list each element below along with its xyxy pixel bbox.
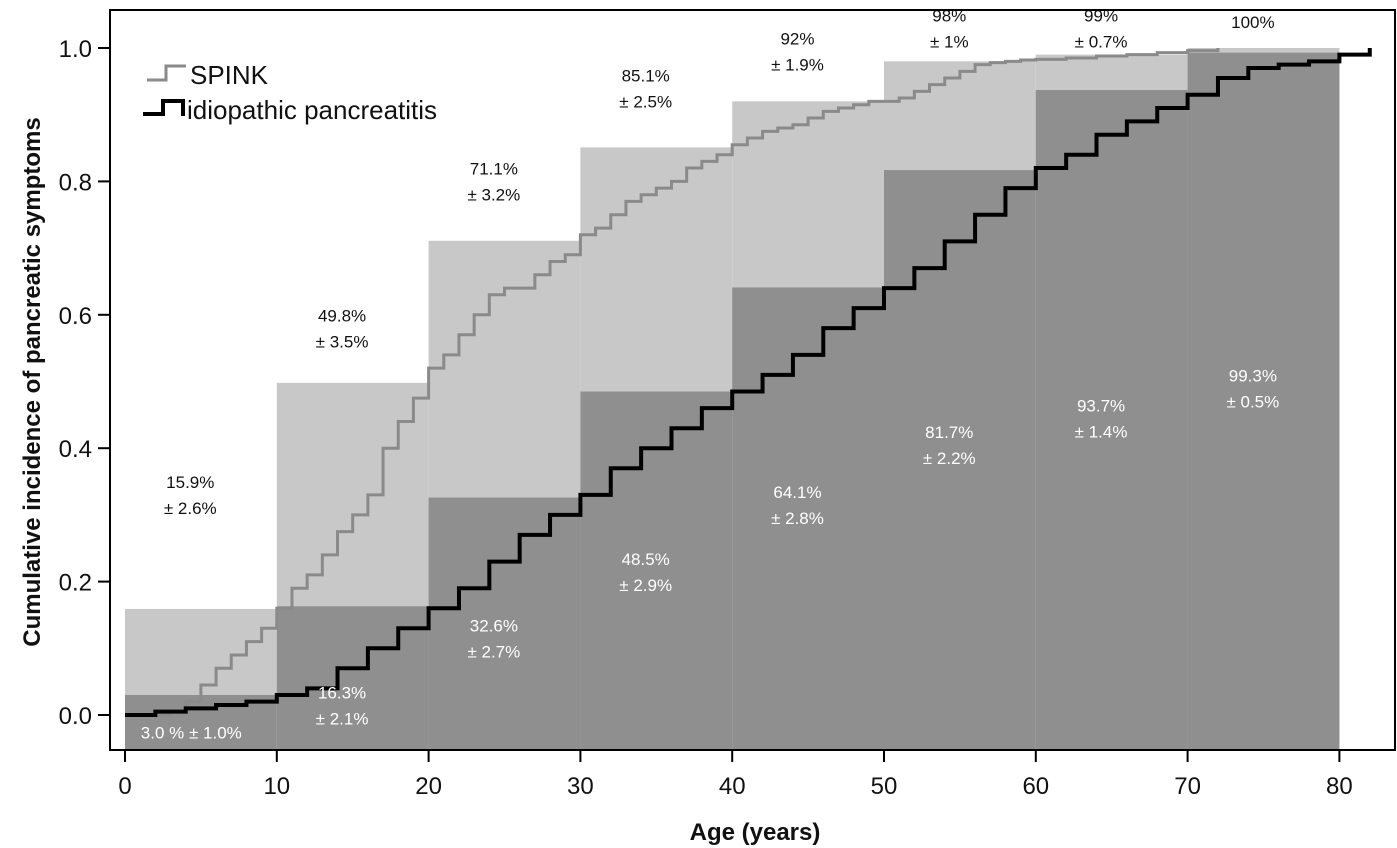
spink-bar-label: 71.1%: [470, 160, 518, 179]
idiopathic-bar: [428, 497, 581, 750]
x-tick-label: 0: [118, 773, 131, 800]
x-tick-label: 40: [719, 773, 746, 800]
spink-bar-label: 15.9%: [166, 473, 214, 492]
idiopathic-bar-label: ± 2.1%: [316, 709, 369, 728]
legend-label-spink: SPINK: [190, 60, 269, 90]
idiopathic-bar-label: ± 2.7%: [467, 643, 520, 662]
idiopathic-bar-label: 16.3%: [318, 683, 366, 702]
x-tick-label: 50: [871, 773, 898, 800]
idiopathic-bar-label: 32.6%: [470, 617, 518, 636]
x-tick-label: 20: [415, 773, 442, 800]
spink-bar-label: ± 0.7%: [1075, 32, 1128, 51]
idiopathic-curve: [125, 48, 1372, 717]
idiopathic-bar-label: 64.1%: [773, 483, 821, 502]
idiopathic-bar-label: 48.5%: [622, 550, 670, 569]
x-tick-label: 70: [1174, 773, 1201, 800]
spink-bar-label: 98%: [932, 6, 966, 25]
spink-curve: [125, 48, 1220, 717]
spink-bar-label: 100%: [1231, 13, 1274, 32]
spink-bar-label: 92%: [780, 30, 814, 49]
idiopathic-bar-label: ± 1.4%: [1075, 423, 1128, 442]
x-tick-label: 30: [567, 773, 594, 800]
idiopathic-bar: [1035, 90, 1188, 750]
spink-bar-label: ± 1%: [930, 32, 969, 51]
idiopathic-bar: [580, 391, 733, 750]
x-tick-label: 60: [1022, 773, 1049, 800]
spink-bar-label: ± 3.5%: [316, 332, 369, 351]
x-axis-title: Age (years): [690, 819, 821, 846]
spink-bar-label: 49.8%: [318, 306, 366, 325]
idiopathic-bar: [732, 287, 884, 750]
idiopathic-bar-label: ± 0.5%: [1226, 393, 1279, 412]
idiopathic-bar-label: 81.7%: [925, 423, 973, 442]
y-tick-label: 1.0: [59, 36, 92, 63]
idiopathic-bar-label: 93.7%: [1077, 397, 1125, 416]
bar-labels: 15.9% ± 2.6% 49.8% ± 3.5% 71.1% ± 3.2% 85.1% ± …: [141, 6, 1280, 742]
spink-bar-label: ± 3.2%: [467, 186, 520, 205]
spink-bar-label: 99%: [1084, 6, 1118, 25]
spink-bar-label: ± 1.9%: [771, 56, 824, 75]
idiopathic-bar-label: ± 2.9%: [619, 576, 672, 595]
y-tick-label: 0.8: [59, 169, 92, 196]
idiopathic-bar: [125, 694, 277, 750]
idiopathic-bar-label: ± 2.2%: [923, 449, 976, 468]
y-axis: 0.0 0.2 0.4 0.6 0.8 1.0: [59, 36, 110, 730]
x-axis: 0 10 20 30 40 50 60 70 80: [118, 750, 1353, 800]
legend: SPINK idiopathic pancreatitis: [143, 60, 437, 125]
spink-bar-label: ± 2.5%: [619, 92, 672, 111]
y-tick-label: 0.4: [59, 436, 92, 463]
idiopathic-bar: [884, 170, 1036, 750]
legend-swatch-spink: [147, 64, 186, 82]
y-axis-title: Cumulative incidence of pancreatic sympt…: [19, 117, 46, 647]
y-tick-label: 0.6: [59, 303, 92, 330]
spink-bar-label: 85.1%: [622, 66, 670, 85]
idiopathic-bar-label: ± 2.8%: [771, 509, 824, 528]
y-tick-label: 0.0: [59, 703, 92, 730]
idiopathic-bar: [1187, 52, 1340, 750]
spink-bar-label: ± 2.6%: [164, 499, 217, 518]
plot-frame: [109, 9, 1396, 751]
x-tick-label: 10: [263, 773, 290, 800]
idiopathic-bar-label: 3.0 % ± 1.0%: [141, 723, 242, 742]
idiopathic-bars: [125, 52, 1340, 750]
legend-label-idiopathic: idiopathic pancreatitis: [187, 95, 437, 125]
y-tick-label: 0.2: [59, 570, 92, 597]
idiopathic-bar-label: 99.3%: [1229, 367, 1277, 386]
legend-swatch-idiopathic: [143, 99, 185, 116]
curves: [125, 48, 1372, 717]
x-tick-label: 80: [1326, 773, 1353, 800]
